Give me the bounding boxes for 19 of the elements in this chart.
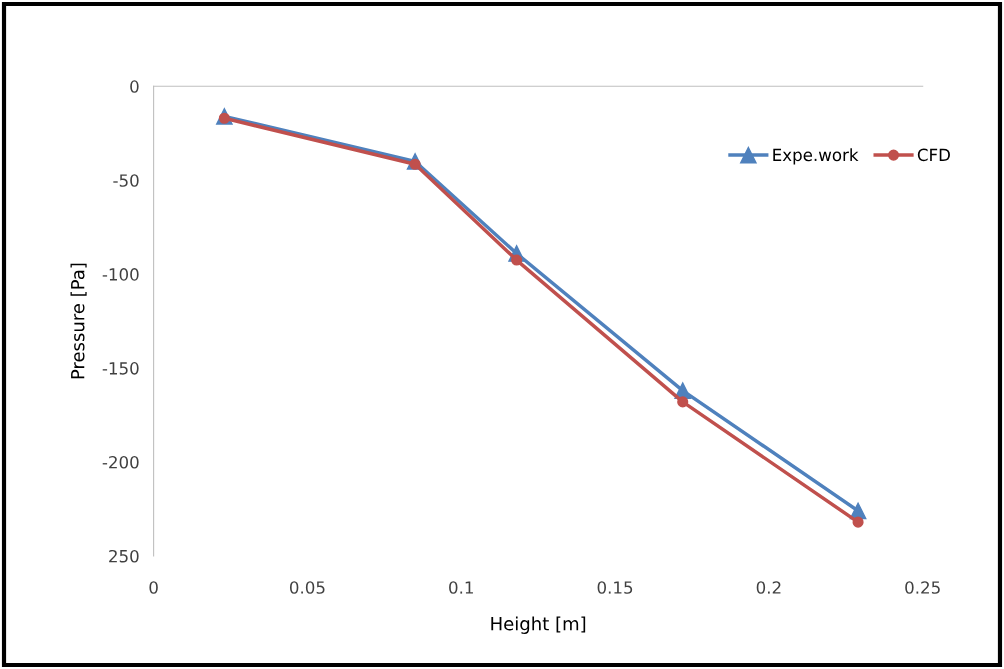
y-tick-label: 0 xyxy=(130,80,139,93)
point xyxy=(511,254,523,266)
x-tick-label: 0.2 xyxy=(756,581,781,594)
y-axis-title: Pressure [Pa] xyxy=(70,263,87,379)
x-axis-title: Height [m] xyxy=(491,616,586,634)
y-tick-label: -150 xyxy=(102,362,139,375)
x-tick-label: 0 xyxy=(149,581,158,594)
x-tick-label: 0.05 xyxy=(289,581,325,594)
legend-label: Expe.work xyxy=(773,148,859,165)
legend-label: CFD xyxy=(917,148,950,162)
point xyxy=(677,396,689,408)
y-tick-label: -50 xyxy=(113,174,139,187)
x-tick-label: 0.15 xyxy=(597,581,633,594)
y-tick-label: -200 xyxy=(102,455,139,469)
x-tick-label: 0.1 xyxy=(449,581,473,594)
y-tick-label: 250 xyxy=(109,549,139,563)
x-tick-label: 0.25 xyxy=(905,581,940,594)
y-tick-label: -100 xyxy=(102,268,139,281)
point xyxy=(852,516,864,528)
